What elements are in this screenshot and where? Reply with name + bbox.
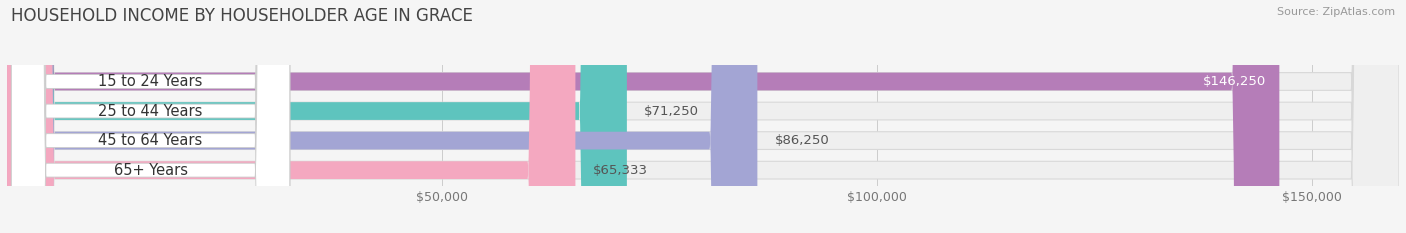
Text: $65,333: $65,333 (593, 164, 648, 177)
FancyBboxPatch shape (7, 0, 575, 233)
FancyBboxPatch shape (11, 0, 290, 233)
Text: 15 to 24 Years: 15 to 24 Years (98, 74, 202, 89)
Text: $86,250: $86,250 (775, 134, 830, 147)
Text: 25 to 44 Years: 25 to 44 Years (98, 103, 202, 119)
Text: Source: ZipAtlas.com: Source: ZipAtlas.com (1277, 7, 1395, 17)
FancyBboxPatch shape (7, 0, 627, 233)
Text: 65+ Years: 65+ Years (114, 163, 187, 178)
FancyBboxPatch shape (7, 0, 758, 233)
FancyBboxPatch shape (11, 0, 290, 233)
Text: 45 to 64 Years: 45 to 64 Years (98, 133, 202, 148)
FancyBboxPatch shape (7, 0, 1399, 233)
Text: $146,250: $146,250 (1204, 75, 1267, 88)
FancyBboxPatch shape (11, 0, 290, 233)
FancyBboxPatch shape (11, 0, 290, 233)
FancyBboxPatch shape (7, 0, 1399, 233)
FancyBboxPatch shape (7, 0, 1399, 233)
FancyBboxPatch shape (7, 0, 1399, 233)
Text: $71,250: $71,250 (644, 105, 699, 117)
FancyBboxPatch shape (7, 0, 1279, 233)
Text: HOUSEHOLD INCOME BY HOUSEHOLDER AGE IN GRACE: HOUSEHOLD INCOME BY HOUSEHOLDER AGE IN G… (11, 7, 474, 25)
